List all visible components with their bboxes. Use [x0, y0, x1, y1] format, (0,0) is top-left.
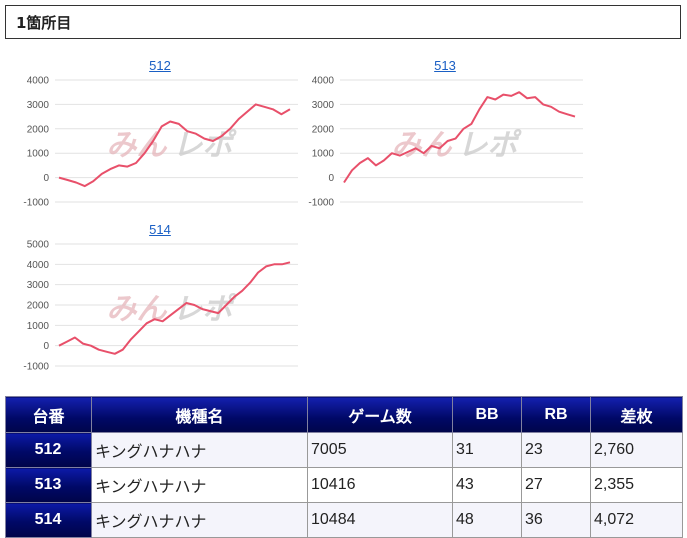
results-table: 台番 機種名 ゲーム数 BB RB 差枚 512 キングハナハナ 7005 31… — [5, 396, 683, 538]
chart-514: 514 5000 4000 3000 2000 1000 0 -1000 みん レポ — [10, 222, 310, 382]
unit-number-cell[interactable]: 514 — [5, 502, 92, 538]
difference-cell: 2,760 — [590, 432, 683, 468]
y-tick-label: 4000 — [27, 260, 50, 271]
game-count-cell: 10416 — [307, 467, 453, 503]
machine-name-cell: キングハナハナ — [91, 432, 308, 468]
watermark-logo: みん — [107, 292, 168, 327]
header-game-count: ゲーム数 — [307, 396, 453, 433]
y-tick-label: 3000 — [27, 100, 50, 111]
bb-cell: 31 — [452, 432, 522, 468]
chart-512: 512 4000 3000 2000 1000 0 -1000 みん レポ — [10, 58, 310, 218]
header-machine-name: 機種名 — [91, 396, 308, 433]
unit-number-cell[interactable]: 513 — [5, 467, 92, 503]
y-tick-label: 4000 — [27, 76, 50, 87]
rb-cell: 23 — [521, 432, 591, 468]
rb-cell: 27 — [521, 467, 591, 503]
y-tick-label: 1000 — [312, 149, 335, 160]
y-tick-label: 4000 — [312, 76, 335, 87]
series-line — [343, 91, 576, 184]
chart-title-link[interactable]: 513 — [434, 58, 456, 73]
y-tick-label: -1000 — [23, 362, 49, 373]
header-bb: BB — [452, 396, 522, 433]
bb-cell: 48 — [452, 502, 522, 538]
section-header: 1箇所目 — [5, 5, 681, 39]
watermark-logo: レポ — [458, 128, 523, 163]
y-tick-label: 2000 — [27, 301, 50, 312]
rb-cell: 36 — [521, 502, 591, 538]
table-header-row: 台番 機種名 ゲーム数 BB RB 差枚 — [5, 396, 683, 433]
chart-513: 513 4000 3000 2000 1000 0 -1000 みん レポ — [295, 58, 595, 218]
y-tick-label: -1000 — [308, 198, 334, 209]
bb-cell: 43 — [452, 467, 522, 503]
y-tick-label: 3000 — [312, 100, 335, 111]
y-tick-label: -1000 — [23, 198, 49, 209]
y-tick-label: 0 — [43, 173, 49, 184]
difference-cell: 2,355 — [590, 467, 683, 503]
series-line — [58, 261, 291, 355]
game-count-cell: 10484 — [307, 502, 453, 538]
unit-number-cell[interactable]: 512 — [5, 432, 92, 468]
section-title: 1箇所目 — [16, 13, 72, 32]
y-tick-label: 0 — [328, 173, 334, 184]
chart-title-link[interactable]: 514 — [149, 222, 171, 237]
game-count-cell: 7005 — [307, 432, 453, 468]
y-tick-label: 2000 — [312, 124, 335, 135]
y-tick-label: 1000 — [27, 321, 50, 332]
machine-name-cell: キングハナハナ — [91, 467, 308, 503]
table-row: 513 キングハナハナ 10416 43 27 2,355 — [5, 467, 683, 503]
chart-title-link[interactable]: 512 — [149, 58, 171, 73]
watermark-logo: レポ — [173, 128, 238, 163]
header-unit-number: 台番 — [5, 396, 92, 433]
header-rb: RB — [521, 396, 591, 433]
table-row: 514 キングハナハナ 10484 48 36 4,072 — [5, 502, 683, 538]
series-line — [58, 103, 291, 188]
header-difference: 差枚 — [590, 396, 683, 433]
y-tick-label: 5000 — [27, 240, 50, 251]
y-tick-label: 2000 — [27, 124, 50, 135]
y-tick-label: 1000 — [27, 149, 50, 160]
table-row: 512 キングハナハナ 7005 31 23 2,760 — [5, 432, 683, 468]
machine-name-cell: キングハナハナ — [91, 502, 308, 538]
difference-cell: 4,072 — [590, 502, 683, 538]
y-tick-label: 3000 — [27, 280, 50, 291]
y-tick-label: 0 — [43, 341, 49, 352]
